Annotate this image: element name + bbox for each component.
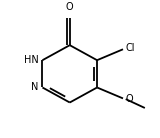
Text: HN: HN bbox=[24, 55, 38, 65]
Text: Cl: Cl bbox=[126, 43, 135, 53]
Text: O: O bbox=[126, 94, 133, 104]
Text: O: O bbox=[66, 2, 74, 12]
Text: N: N bbox=[31, 83, 38, 92]
